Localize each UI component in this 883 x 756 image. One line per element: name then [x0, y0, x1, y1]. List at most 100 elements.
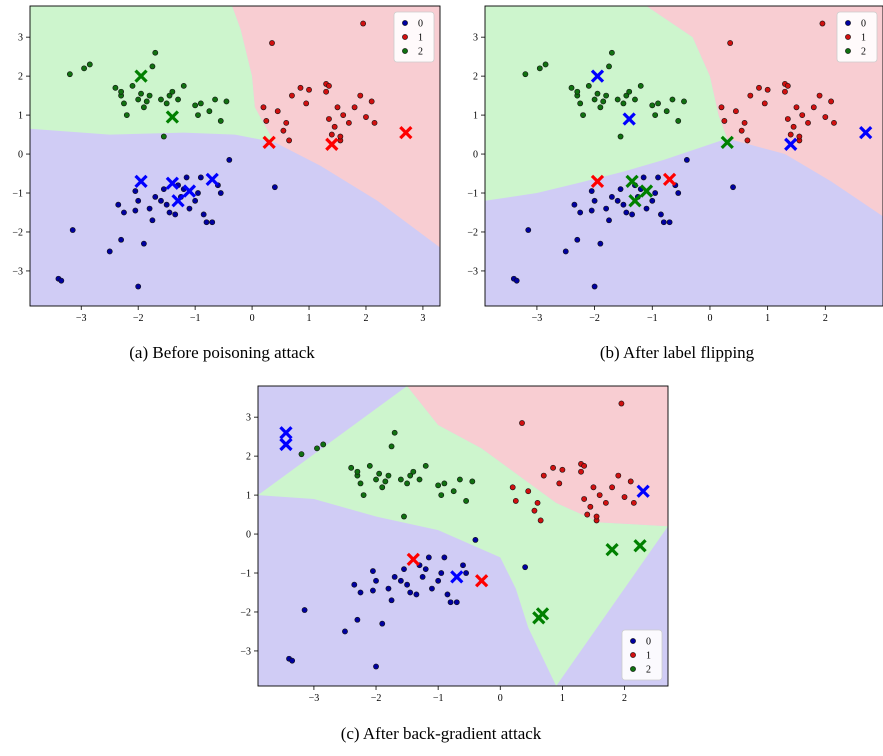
y-tick-label: 1 [473, 111, 478, 122]
point-class-0 [571, 201, 578, 208]
poison-marker-class-1 [475, 574, 489, 588]
region-class-0-patch [258, 386, 277, 402]
poison-marker-class-2 [720, 135, 734, 149]
point-class-1 [286, 137, 292, 144]
point-class-2 [135, 96, 142, 103]
point-class-0 [195, 190, 201, 196]
point-class-0 [453, 599, 460, 606]
point-class-0 [588, 188, 595, 194]
point-class-1 [363, 114, 369, 120]
legend-box [393, 11, 435, 63]
point-class-1 [323, 88, 330, 95]
point-class-0 [614, 197, 621, 204]
x-tick-label: −2 [589, 313, 600, 324]
legend-box [621, 629, 663, 681]
poison-marker-class-0 [165, 176, 179, 190]
point-class-0 [373, 663, 379, 670]
legend: 0 1 2 [393, 11, 435, 63]
plot-area [258, 386, 668, 686]
point-class-1 [357, 92, 364, 99]
caption-after-label-flipping: (b) After label flipping [599, 343, 755, 362]
legend-label-0: 0 [646, 637, 651, 648]
y-tick-label: −3 [12, 266, 23, 277]
legend-label-2: 2 [646, 665, 651, 676]
point-class-2 [298, 451, 305, 458]
legend-marker-2 [402, 48, 408, 54]
point-class-0 [271, 184, 278, 191]
point-class-0 [354, 616, 361, 623]
point-class-1 [764, 86, 771, 93]
point-class-0 [58, 277, 65, 284]
legend-label-2: 2 [418, 47, 423, 58]
legend: 0 1 2 [836, 11, 878, 63]
point-class-0 [658, 211, 664, 218]
legend-label-1: 1 [646, 651, 651, 662]
point-class-0 [192, 197, 199, 204]
point-class-0 [603, 205, 610, 212]
point-class-0 [608, 194, 615, 200]
point-class-0 [163, 201, 170, 208]
legend-label-0: 0 [861, 19, 866, 30]
point-class-0 [640, 174, 647, 181]
point-class-2 [354, 468, 361, 475]
point-class-1 [587, 503, 594, 510]
point-class-1 [819, 20, 826, 27]
point-class-0 [562, 248, 569, 255]
y-tick-label: 3 [18, 33, 23, 44]
legend-label-1: 1 [418, 33, 423, 44]
point-class-0 [591, 283, 598, 290]
point-class-0 [525, 227, 532, 233]
poison-marker-class-0 [171, 194, 185, 208]
point-class-1 [559, 466, 566, 473]
point-class-2 [438, 492, 445, 498]
point-class-0 [425, 554, 432, 561]
point-class-2 [163, 100, 170, 107]
point-class-0 [675, 190, 682, 196]
point-class-1 [581, 462, 588, 469]
point-class-0 [135, 197, 142, 204]
x-tick-label: −1 [190, 313, 201, 324]
point-class-1 [784, 82, 791, 89]
point-class-2 [152, 49, 159, 56]
point-class-0 [388, 597, 395, 604]
point-class-2 [314, 445, 320, 452]
point-class-0 [357, 589, 364, 596]
point-class-1 [326, 82, 332, 89]
point-class-1 [609, 484, 615, 491]
point-class-2 [195, 112, 201, 118]
point-class-0 [385, 585, 392, 592]
point-class-2 [121, 100, 127, 107]
point-class-0 [115, 201, 122, 208]
point-class-2 [146, 92, 153, 99]
point-class-2 [366, 462, 373, 469]
point-class-2 [407, 472, 414, 479]
point-class-0 [666, 219, 673, 226]
plot-area [485, 6, 883, 306]
point-class-0 [342, 628, 348, 635]
point-class-2 [542, 61, 549, 68]
point-class-2 [416, 476, 423, 483]
point-class-0 [606, 217, 612, 224]
point-class-1 [761, 100, 768, 107]
x-tick-label: 1 [307, 313, 312, 324]
poison-marker-class-1 [590, 174, 605, 188]
point-class-1 [550, 464, 556, 471]
point-class-1 [371, 119, 378, 126]
point-class-2 [192, 102, 199, 109]
point-class-2 [649, 102, 656, 109]
point-class-1 [727, 40, 734, 46]
point-class-1 [283, 119, 290, 126]
legend-label-0: 0 [418, 19, 423, 30]
point-class-0 [186, 205, 193, 212]
y-tick-label: −2 [467, 227, 478, 238]
point-class-1 [531, 507, 538, 514]
point-class-2 [401, 513, 407, 520]
x-tick-label: 0 [707, 313, 712, 324]
x-tick-label: 0 [498, 693, 503, 704]
poison-marker-class-0 [134, 174, 148, 188]
point-class-2 [614, 96, 621, 103]
point-class-0 [413, 591, 420, 598]
point-class-1 [627, 478, 634, 485]
point-class-0 [623, 209, 630, 216]
y-tick-label: 2 [18, 72, 23, 83]
